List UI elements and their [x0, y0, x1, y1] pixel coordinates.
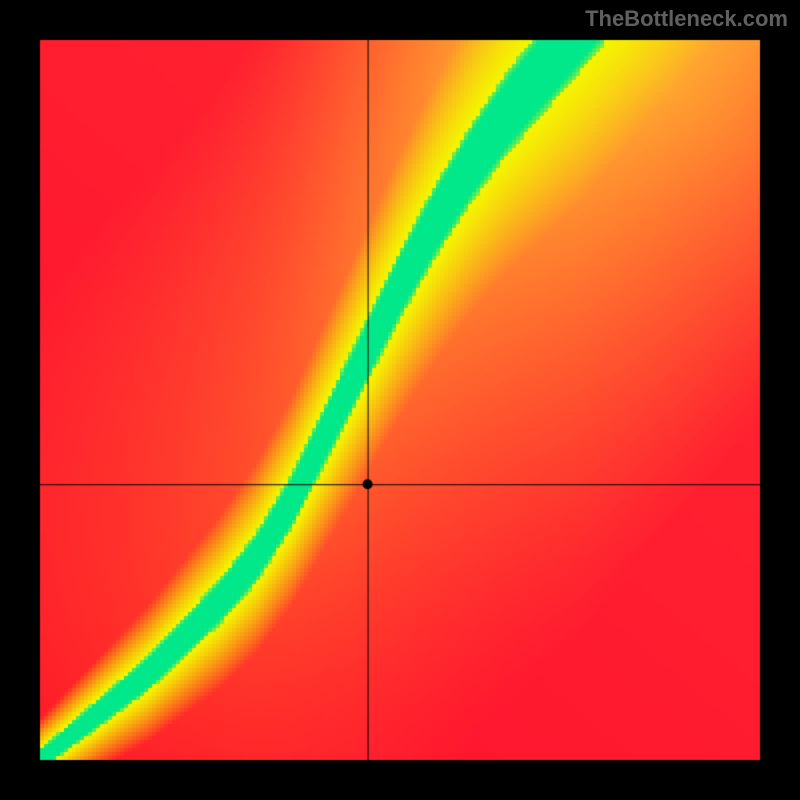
heatmap-canvas [0, 0, 800, 800]
watermark-text: TheBottleneck.com [585, 6, 788, 32]
chart-container: TheBottleneck.com [0, 0, 800, 800]
